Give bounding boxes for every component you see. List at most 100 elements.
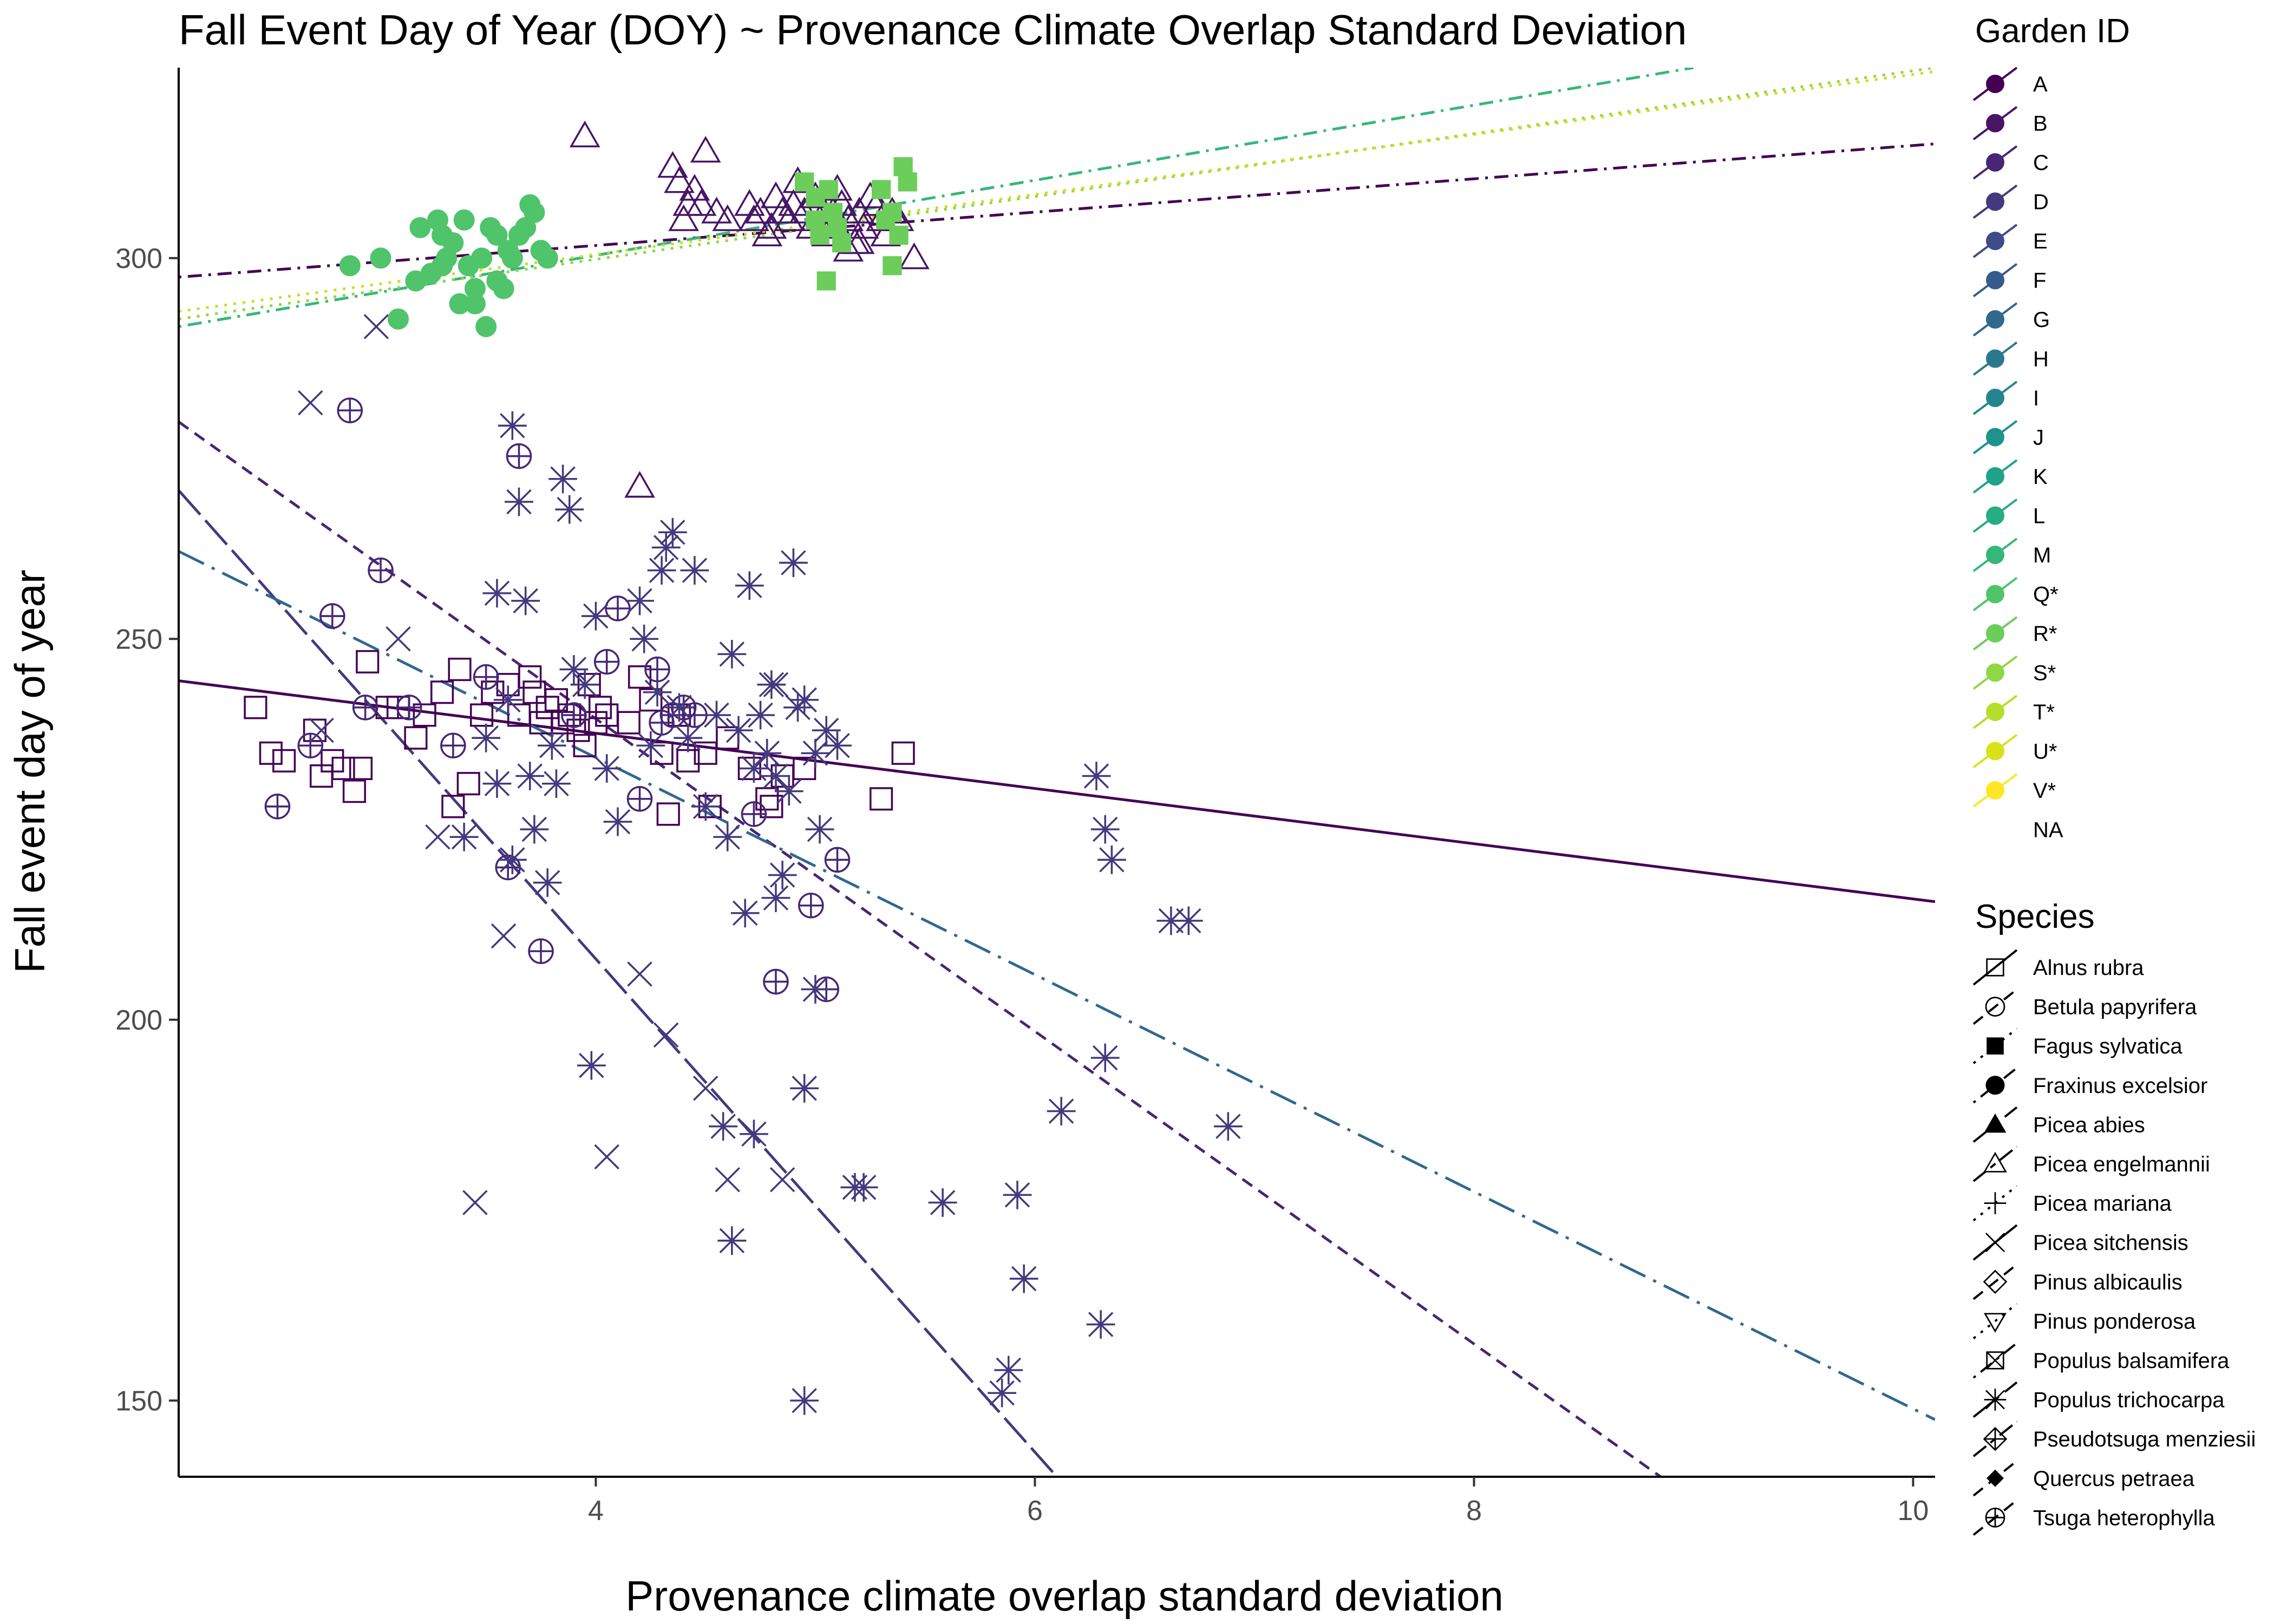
- garden-legend-item: J: [1972, 420, 2044, 455]
- series-populus-trichocarpa: [449, 411, 1243, 1415]
- data-point: [790, 1386, 819, 1415]
- data-point: [761, 883, 790, 913]
- data-point: [339, 255, 361, 277]
- data-point: [824, 847, 851, 873]
- data-point: [493, 278, 514, 299]
- data-point: [651, 533, 681, 562]
- legend-key-point: [1985, 997, 2005, 1017]
- species-legend-item: Pseudotsuga menziesii: [1972, 1420, 2256, 1457]
- data-point: [535, 696, 559, 719]
- x-tick-label: 6: [1027, 1495, 1043, 1527]
- trend-line-b-1: [179, 489, 1058, 1477]
- data-point: [533, 868, 562, 897]
- data-point: [816, 271, 836, 291]
- data-point: [1086, 1310, 1115, 1339]
- data-point: [994, 1355, 1023, 1385]
- data-point: [760, 181, 792, 208]
- legend-key-point: [1986, 958, 2004, 977]
- data-point: [441, 795, 465, 818]
- data-point: [356, 650, 380, 674]
- data-point: [636, 731, 665, 760]
- garden-legend-item: T*: [1972, 695, 2055, 729]
- legend-key-line: [1972, 1145, 2018, 1182]
- data-point: [449, 822, 479, 852]
- legend-key-point: [1986, 1469, 2004, 1487]
- data-point: [812, 716, 841, 745]
- data-point: [644, 656, 670, 683]
- species-legend-item: Populus balsamifera: [1972, 1342, 2230, 1379]
- data-point: [573, 734, 597, 757]
- garden-legend-label: Q*: [2033, 583, 2059, 607]
- legend-key-point: [1986, 310, 2004, 329]
- data-point: [679, 174, 710, 201]
- garden-legend-label: R*: [2033, 622, 2057, 646]
- legend-key-point: [1984, 1113, 2007, 1133]
- legend-key-point: [1986, 703, 2004, 721]
- data-point: [368, 557, 394, 584]
- data-point: [805, 815, 834, 844]
- legend-key-point: [1985, 1076, 2005, 1095]
- data-point: [515, 762, 545, 790]
- species-legend-label: Populus balsamifera: [2033, 1349, 2230, 1373]
- species-legend-item: Fraxinus excelsior: [1972, 1067, 2207, 1104]
- data-point: [740, 1119, 768, 1149]
- legend-key-line: [1972, 949, 2018, 986]
- data-point: [511, 586, 540, 615]
- species-legend-label: Populus trichocarpa: [2033, 1389, 2225, 1412]
- data-point: [713, 822, 742, 852]
- data-point: [763, 968, 789, 995]
- garden-legend-item: B: [1972, 106, 2048, 141]
- species-legend-item: Betula papyrifera: [1972, 988, 2197, 1025]
- x-axis-ticks: 4 6 8 10: [588, 1477, 1929, 1527]
- data-point: [790, 685, 819, 715]
- species-legend-label: Picea sitchensis: [2033, 1231, 2188, 1255]
- data-point: [928, 1188, 957, 1217]
- data-point: [768, 861, 797, 889]
- data-point: [413, 703, 436, 727]
- data-point: [593, 649, 620, 675]
- garden-legend-label: K: [2033, 465, 2048, 489]
- data-point: [672, 189, 704, 216]
- data-point: [1174, 906, 1203, 935]
- data-point: [657, 151, 688, 178]
- data-point: [264, 794, 291, 820]
- data-point: [739, 204, 769, 231]
- legend-key-point: [1986, 428, 2004, 447]
- series-fagus-sylvatica: [795, 157, 917, 291]
- species-legend-label: Fagus sylvatica: [2033, 1034, 2182, 1058]
- garden-legend-item: E: [1972, 224, 2048, 258]
- legend-key-point: [1986, 389, 2004, 407]
- data-point: [370, 247, 391, 269]
- data-point: [665, 693, 694, 722]
- series-fraxinus-excelsior: [339, 194, 558, 337]
- garden-legend-item: S*: [1972, 655, 2056, 690]
- data-point: [674, 723, 703, 752]
- legend-key-point: [1987, 1037, 2004, 1055]
- data-point: [272, 749, 296, 772]
- garden-legend-label: M: [2033, 543, 2051, 567]
- data-point: [244, 696, 267, 719]
- data-point: [988, 1378, 1017, 1407]
- data-point: [790, 1074, 819, 1103]
- data-point: [823, 731, 852, 760]
- data-point: [349, 756, 373, 781]
- legend-key-point: [1985, 1233, 2005, 1253]
- data-point: [664, 166, 695, 193]
- species-legend-label: Betula papyrifera: [2033, 996, 2197, 1019]
- data-point: [298, 390, 323, 416]
- data-point: [506, 443, 532, 469]
- data-point: [630, 624, 659, 653]
- x-tick-label: 10: [1898, 1495, 1929, 1527]
- species-legend-item: Pinus albicaulis: [1972, 1263, 2182, 1300]
- garden-legend-item: Q*: [1972, 577, 2059, 612]
- species-legend-label: Alnus rubra: [2033, 956, 2144, 980]
- data-point: [404, 726, 428, 750]
- legend-key-line: [1972, 1263, 2018, 1300]
- data-point: [717, 1226, 747, 1255]
- data-point: [603, 807, 632, 836]
- garden-legend-item: C: [1972, 145, 2049, 180]
- legend-key-point: [1986, 75, 2004, 93]
- series-picea-sitchensis: [298, 314, 795, 1215]
